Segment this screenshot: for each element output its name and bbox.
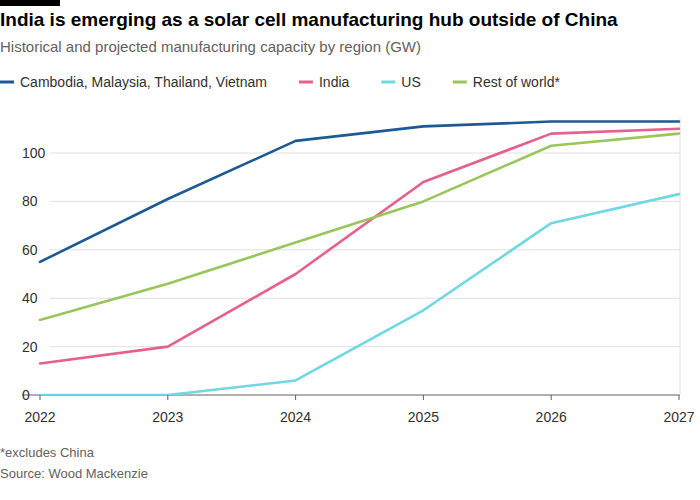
source: Source: Wood Mackenzie: [0, 466, 148, 481]
title: India is emerging as a solar cell manufa…: [0, 9, 618, 30]
x-tick: [167, 395, 168, 400]
x-tick-label: 2027: [663, 409, 694, 425]
x-tick-label: 2026: [536, 409, 567, 425]
legend-label: Rest of world*: [473, 74, 561, 90]
grid-line: [50, 298, 680, 299]
legend-swatch: [453, 81, 467, 84]
grid-line: [50, 201, 680, 202]
x-tick: [679, 395, 680, 400]
subtitle: Historical and projected manufacturing c…: [0, 38, 421, 55]
grid-line: [50, 153, 680, 154]
x-tick-label: 2023: [152, 409, 183, 425]
legend-swatch: [0, 81, 14, 84]
series-line: [40, 129, 679, 364]
x-tick-label: 2022: [24, 409, 55, 425]
y-range-line: [680, 117, 681, 395]
y-tick-label: 80: [22, 193, 38, 209]
legend-label: India: [319, 74, 350, 90]
y-tick-label: 20: [22, 339, 38, 355]
y-tick-label: 60: [22, 242, 38, 258]
series-line: [40, 134, 679, 320]
legend-label: Cambodia, Malaysia, Thailand, Vietnam: [20, 74, 267, 90]
y-tick-label: 40: [22, 290, 38, 306]
footnote: *excludes China: [0, 445, 95, 460]
grid-line: [50, 346, 680, 347]
legend-swatch: [381, 81, 395, 84]
chart: India is emerging as a solar cell manufa…: [0, 0, 700, 500]
y-tick-label: 0: [22, 387, 30, 403]
y-tick-label: 100: [22, 145, 46, 161]
x-tick: [423, 395, 424, 400]
legend-swatch: [299, 81, 313, 84]
grid-line: [50, 249, 680, 250]
x-tick-label: 2025: [408, 409, 439, 425]
legend-label: US: [401, 74, 420, 90]
x-tick: [295, 395, 296, 400]
x-tick: [551, 395, 552, 400]
series-line: [40, 194, 679, 395]
series-group: [40, 122, 679, 395]
x-tick: [40, 395, 41, 400]
brand-bar: [0, 0, 60, 6]
x-tick-label: 2024: [280, 409, 311, 425]
